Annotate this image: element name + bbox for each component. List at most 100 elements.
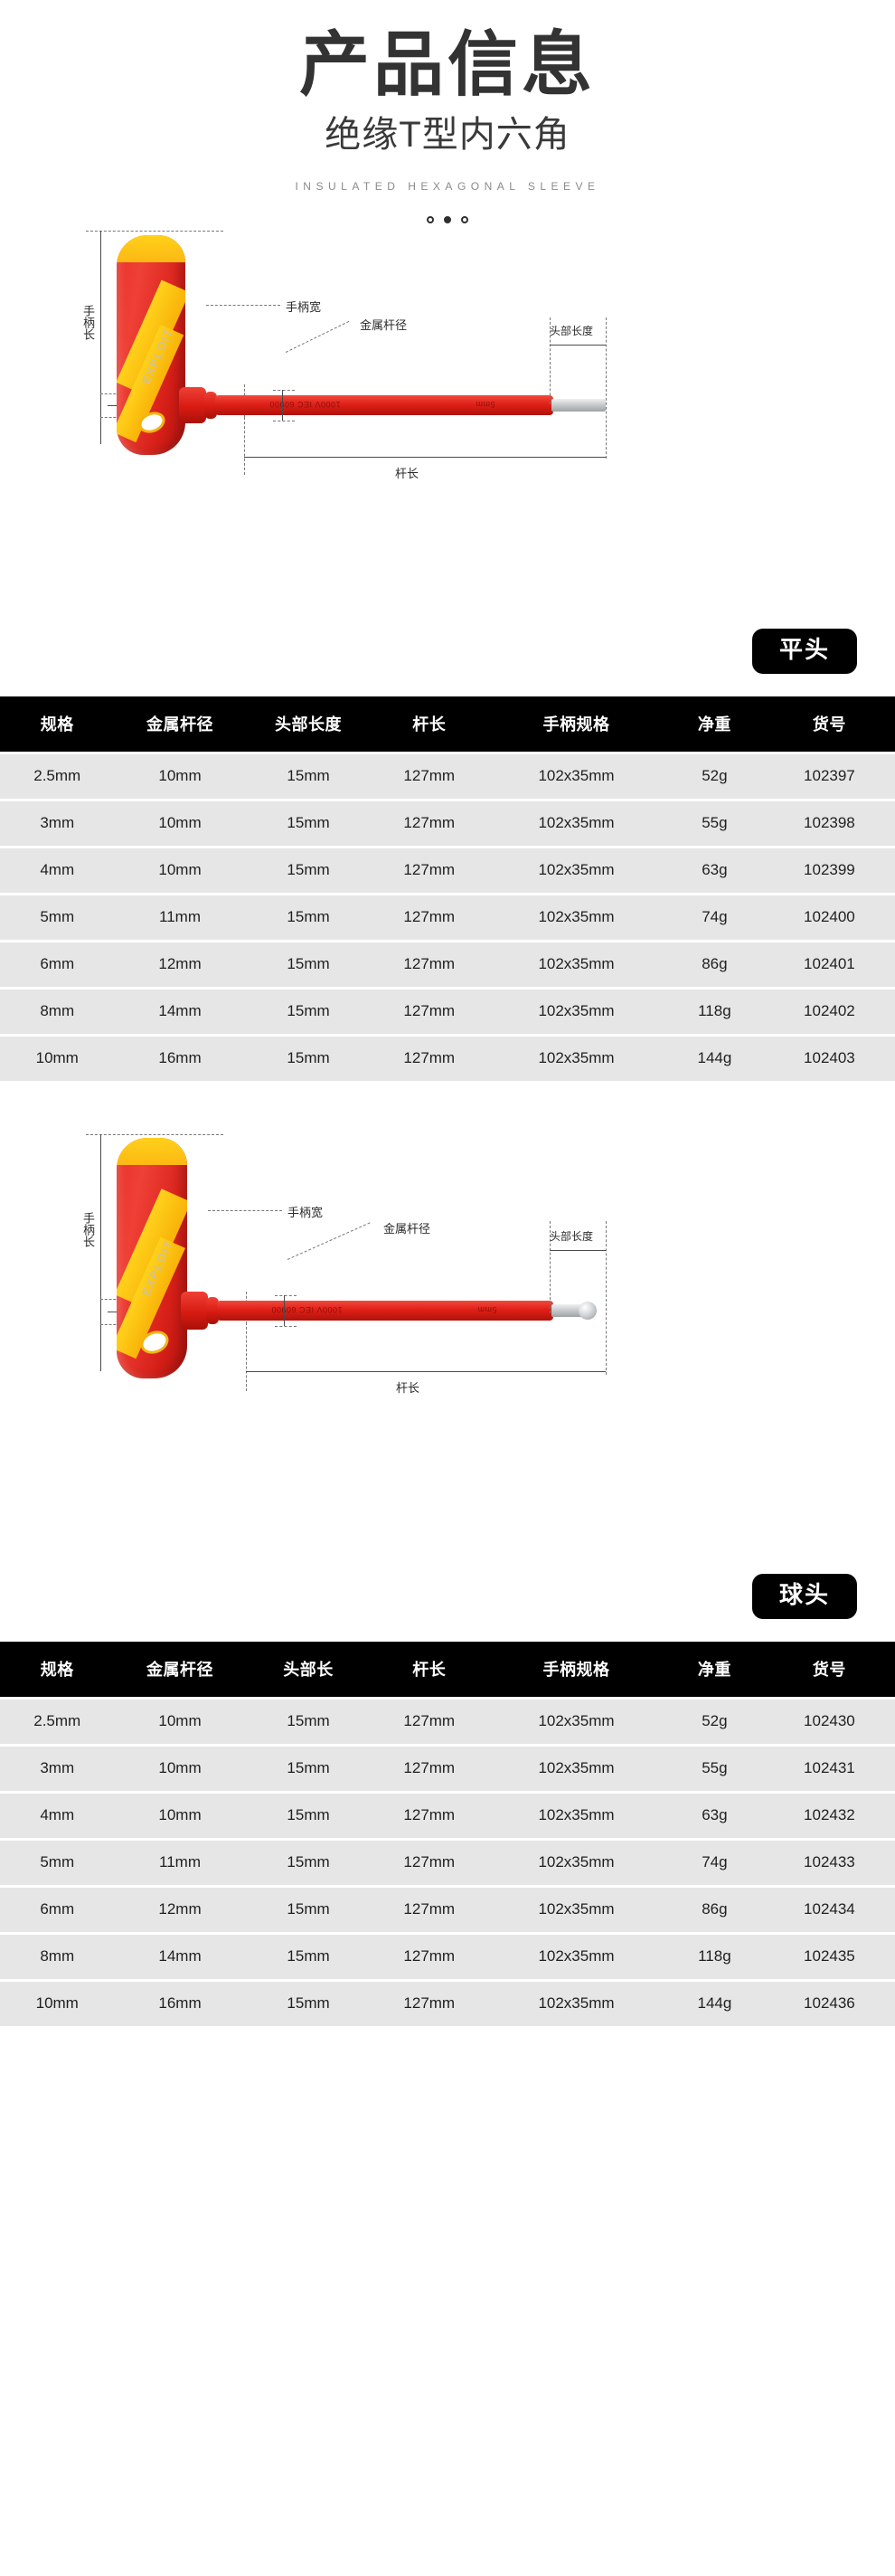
cell-net-weight: 144g [664, 1037, 764, 1082]
cell-spec: 2.5mm [0, 1700, 115, 1745]
guide-head-left [550, 317, 551, 405]
rod-length-measure-line [244, 457, 606, 459]
callout-rod-dia-line [285, 321, 350, 354]
cell-rod-dia: 10mm [114, 1700, 246, 1745]
tool-neck [179, 387, 206, 424]
table-row: 8mm 14mm 15mm 127mm 102x35mm 118g 102435 [0, 1935, 895, 1980]
label-handle-width: 手柄宽 [286, 300, 322, 315]
cell-handle-spec: 102x35mm [487, 942, 665, 988]
cell-handle-spec: 102x35mm [487, 754, 665, 800]
cell-net-weight: 63g [664, 848, 764, 894]
carousel-dot-3[interactable] [461, 216, 468, 224]
cell-head-len: 15mm [245, 1747, 372, 1792]
callout-handle-width-line [208, 1210, 282, 1212]
page-english-subtitle: INSULATED HEXAGONAL SLEEVE [295, 180, 600, 194]
shaft-voltage-marking: 1000V IEC 60900 [269, 400, 341, 410]
cell-rod-dia: 11mm [114, 895, 246, 941]
guide-handle-width-top [100, 1299, 120, 1301]
tool-neck [181, 1292, 208, 1331]
cell-rod-dia: 12mm [114, 942, 246, 988]
tool-neck-ring [204, 392, 217, 420]
cell-rod-dia: 14mm [114, 1935, 246, 1980]
table-row: 6mm 12mm 15mm 127mm 102x35mm 86g 102401 [0, 942, 895, 988]
cell-net-weight: 55g [664, 1747, 764, 1792]
table-header-cell: 金属杆径 [114, 696, 246, 753]
cell-handle-spec: 102x35mm [487, 1700, 665, 1745]
cell-handle-spec: 102x35mm [487, 848, 665, 894]
label-head-length: 头部长度 [550, 325, 594, 338]
cell-part-number: 102401 [763, 942, 895, 988]
cell-rod-dia: 10mm [114, 848, 246, 894]
cell-part-number: 102400 [763, 895, 895, 941]
cell-head-len: 15mm [245, 942, 372, 988]
cell-rod-len: 127mm [371, 1700, 488, 1745]
cell-net-weight: 118g [664, 1935, 764, 1980]
guide-rod-dia-bottom [275, 1326, 297, 1328]
cell-rod-len: 127mm [371, 1841, 488, 1886]
page-header: 产品信息 绝缘T型内六角 INSULATED HEXAGONAL SLEEVE [0, 0, 895, 224]
cell-rod-dia: 16mm [114, 1037, 246, 1082]
cell-rod-len: 127mm [371, 1747, 488, 1792]
cell-net-weight: 52g [664, 1700, 764, 1745]
cell-handle-spec: 102x35mm [487, 1982, 665, 2027]
cell-rod-len: 127mm [371, 754, 488, 800]
cell-net-weight: 118g [664, 990, 764, 1035]
guide-handle-width-bottom [100, 417, 120, 419]
carousel-dot-2[interactable] [444, 216, 451, 224]
guide-head-right [606, 317, 607, 459]
label-rod-length: 杆长 [396, 1381, 420, 1396]
cell-part-number: 102432 [763, 1794, 895, 1839]
tool-hex-shank-ball [551, 1304, 582, 1318]
guide-line-top [86, 231, 223, 232]
guide-rod-dia-top [275, 1295, 297, 1297]
spec-table-ball-head: 规格 金属杆径 头部长 杆长 手柄规格 净重 货号 2.5mm 10mm 15m… [0, 1639, 895, 2029]
table-header-cell: 手柄规格 [487, 1642, 665, 1698]
cell-net-weight: 86g [664, 1888, 764, 1933]
table-row: 5mm 11mm 15mm 127mm 102x35mm 74g 102400 [0, 895, 895, 941]
cell-rod-len: 127mm [371, 1037, 488, 1082]
table-header-cell: 净重 [664, 1642, 764, 1698]
cell-handle-spec: 102x35mm [487, 801, 665, 847]
cell-head-len: 15mm [245, 1700, 372, 1745]
tool-hex-tip-flat [551, 399, 606, 412]
badge-row-flat: 平头 [0, 629, 895, 675]
cell-head-len: 15mm [245, 990, 372, 1035]
table-row: 10mm 16mm 15mm 127mm 102x35mm 144g 10243… [0, 1982, 895, 2027]
cell-head-len: 15mm [245, 1888, 372, 1933]
cell-spec: 6mm [0, 942, 115, 988]
cell-rod-len: 127mm [371, 1888, 488, 1933]
table-row: 2.5mm 10mm 15mm 127mm 102x35mm 52g 10239… [0, 754, 895, 800]
rod-diameter-measure-line [284, 1295, 285, 1327]
cell-net-weight: 63g [664, 1794, 764, 1839]
cell-net-weight: 86g [664, 942, 764, 988]
table-row: 6mm 12mm 15mm 127mm 102x35mm 86g 102434 [0, 1888, 895, 1933]
carousel-dot-1[interactable] [427, 216, 434, 224]
cell-part-number: 102431 [763, 1747, 895, 1792]
guide-head-right [606, 1221, 607, 1376]
tool-handle: EXPLOIT [117, 235, 185, 456]
carousel-dots [0, 216, 895, 224]
cell-rod-dia: 10mm [114, 1747, 246, 1792]
cell-rod-len: 127mm [371, 1935, 488, 1980]
cell-head-len: 15mm [245, 1935, 372, 1980]
table-body-flat: 2.5mm 10mm 15mm 127mm 102x35mm 52g 10239… [0, 754, 895, 1082]
cell-head-len: 15mm [245, 895, 372, 941]
callout-handle-width-line [206, 305, 280, 307]
cell-head-len: 15mm [245, 801, 372, 847]
cell-net-weight: 144g [664, 1982, 764, 2027]
table-header-row: 规格 金属杆径 头部长 杆长 手柄规格 净重 货号 [0, 1642, 895, 1698]
table-header-cell: 货号 [763, 1642, 895, 1698]
label-handle-length: 手柄长 [81, 305, 95, 341]
table-header-cell: 头部长度 [245, 696, 372, 753]
cell-handle-spec: 102x35mm [487, 1888, 665, 1933]
rod-length-measure-line [246, 1371, 606, 1373]
cell-rod-dia: 14mm [114, 990, 246, 1035]
cell-spec: 10mm [0, 1982, 115, 2027]
guide-head-left [550, 1221, 551, 1314]
badge-flat-head: 平头 [751, 629, 857, 675]
table-header-cell: 杆长 [371, 696, 488, 753]
tool-handle: EXPLOIT [117, 1138, 187, 1379]
rod-diameter-measure-line [282, 390, 283, 421]
table-row: 4mm 10mm 15mm 127mm 102x35mm 63g 102432 [0, 1794, 895, 1839]
cell-handle-spec: 102x35mm [487, 990, 665, 1035]
